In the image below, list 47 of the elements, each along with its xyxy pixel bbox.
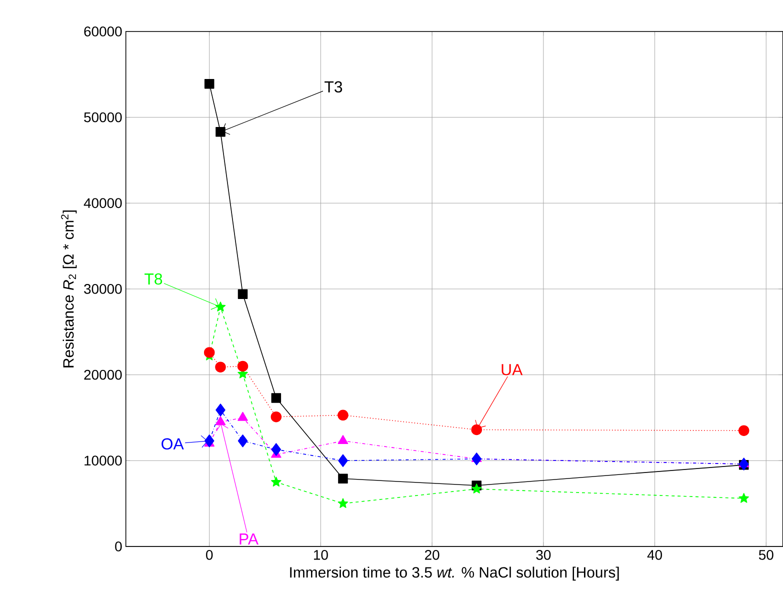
point [338,410,348,421]
point [204,78,214,89]
point [271,476,282,487]
y-tick-label: 60000 [84,26,122,36]
point [238,412,248,421]
point [472,452,482,466]
point [338,498,348,508]
y-tick-label: 30000 [84,284,122,294]
annotation: UA [502,364,523,376]
x-tick-label: 30 [536,550,551,560]
y-tick-label: 0 [115,542,122,552]
x-tick-label: 0 [206,550,213,560]
point [215,416,226,426]
point [338,435,348,444]
annotation: T3 [324,81,342,93]
annotation: T8 [144,273,162,285]
point [338,474,348,484]
x-tick-label: 50 [758,550,774,560]
point [471,484,482,494]
point [270,411,282,422]
y-tick-label: 40000 [84,198,122,208]
y-tick-label: 50000 [84,112,122,122]
point [738,493,749,503]
x-tick-label: 10 [314,550,328,560]
y-axis-title: Resistance R$_{2}$ [Ω * cm$^{2}$] [61,210,77,368]
y-tick-label: 20000 [84,370,122,380]
point [216,404,226,416]
point [238,434,248,448]
point [338,454,348,468]
point [204,434,214,448]
point [215,302,226,312]
point [738,425,750,436]
point [238,289,248,299]
point [471,424,482,436]
x-tick-label: 40 [647,550,662,560]
y-tick-label: 10000 [84,456,122,466]
annotation: PA [240,534,258,544]
point [237,360,248,372]
point [215,362,226,372]
x-axis-title: Immersion time to 3.5 wt. % NaCl solution [Hours] [290,566,619,581]
point [216,127,226,137]
x-tick-label: 20 [425,550,440,560]
point [204,347,215,358]
point [271,443,282,456]
point [271,393,282,403]
point [738,458,749,470]
annotation: OA [162,438,184,450]
